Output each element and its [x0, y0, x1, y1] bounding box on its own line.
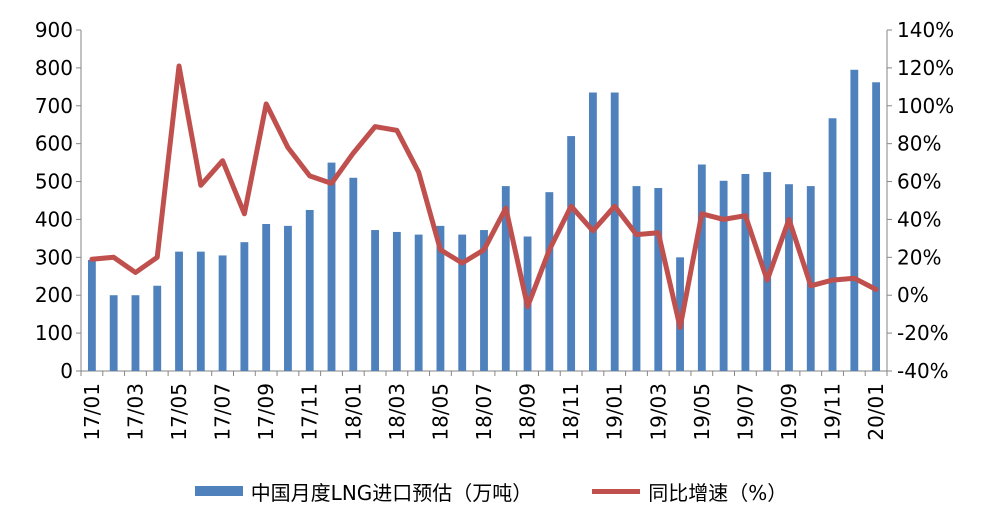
bar — [240, 242, 249, 371]
bar — [175, 251, 183, 371]
chart-canvas: 0 100 200 300 400 500 600 700 800 900 -40% -20% 0% 20… — [35, 18, 954, 441]
legend-item-line: 同比增速（%） — [592, 477, 787, 506]
x-tick-label: 18/11 — [559, 383, 583, 441]
x-tick-label: 17/09 — [254, 383, 278, 441]
bar — [327, 162, 336, 371]
bar — [697, 164, 706, 371]
legend-label-bar: 中国月度LNG进口预估（万吨） — [250, 480, 533, 505]
x-tick-label: 17/07 — [211, 383, 235, 441]
y-right-tick-label: 40% — [897, 207, 941, 231]
y-right-tick-label: 0% — [897, 283, 929, 307]
bar — [131, 295, 140, 371]
bar — [719, 180, 728, 371]
legend-label-line: 同比增速（%） — [648, 480, 788, 505]
x-tick-label: 18/07 — [472, 383, 496, 441]
bar — [763, 172, 772, 371]
x-tick-label: 19/05 — [690, 383, 714, 441]
x-tick-label: 19/03 — [646, 383, 670, 441]
bar — [284, 225, 292, 371]
x-tick-label: 19/11 — [821, 383, 845, 441]
bar — [850, 69, 859, 372]
bar — [654, 187, 663, 371]
bar — [109, 295, 118, 371]
bar — [676, 257, 684, 371]
y-left-tick-label: 700 — [35, 94, 73, 118]
x-tick-label: 18/03 — [385, 383, 409, 441]
y-right-tick-label: -40% — [897, 359, 949, 383]
y-right-tick-label: 60% — [897, 170, 941, 194]
bar — [392, 231, 401, 371]
y-right-tick-label: 20% — [897, 245, 941, 269]
bar — [153, 285, 162, 371]
bar — [371, 230, 380, 371]
bar — [567, 136, 576, 371]
y-right-tick-label: -20% — [897, 321, 949, 345]
y-right-tick-label: 80% — [897, 132, 941, 156]
bar — [305, 209, 314, 371]
bar — [828, 118, 837, 371]
y-left-tick-label: 400 — [35, 207, 73, 231]
x-tick-label: 17/05 — [167, 383, 191, 441]
bar — [262, 223, 271, 371]
x-tick-label: 19/01 — [603, 383, 627, 441]
bar — [480, 230, 488, 371]
x-tick-label: 17/01 — [80, 383, 104, 441]
bar — [218, 255, 227, 371]
y-right-tick-label: 140% — [897, 18, 954, 42]
bar — [196, 251, 205, 371]
x-tick-label: 20/01 — [864, 383, 888, 441]
bar — [349, 177, 358, 371]
bar — [872, 82, 881, 371]
y-left-tick-label: 500 — [35, 170, 73, 194]
bar — [632, 186, 641, 371]
y-left-tick-label: 600 — [35, 132, 73, 156]
x-tick-label: 18/01 — [341, 383, 365, 441]
bar — [785, 184, 793, 371]
bar — [436, 225, 445, 371]
y-left-tick-label: 200 — [35, 283, 73, 307]
y-left-tick-label: 300 — [35, 245, 73, 269]
x-tick-label: 17/11 — [298, 383, 322, 441]
bar — [87, 259, 96, 371]
x-tick-label: 18/05 — [428, 383, 452, 441]
legend-swatch-bar — [194, 486, 243, 496]
bar — [458, 234, 467, 371]
x-tick-label: 19/07 — [733, 383, 757, 441]
legend: 中国月度LNG进口预估（万吨） 同比增速（%） — [0, 476, 982, 506]
bar — [545, 192, 554, 371]
y-left-tick-label: 0 — [60, 359, 73, 383]
y-left-tick-label: 100 — [35, 321, 73, 345]
x-tick-label: 18/09 — [516, 383, 540, 441]
bar — [501, 186, 510, 371]
x-tick-label: 17/03 — [124, 383, 148, 441]
y-right-tick-label: 100% — [897, 94, 954, 118]
y-left-tick-label: 800 — [35, 56, 73, 80]
bar — [741, 173, 750, 371]
legend-swatch-line — [592, 488, 641, 494]
y-right-tick-label: 120% — [897, 56, 954, 80]
bar — [414, 234, 423, 371]
legend-item-bar: 中国月度LNG进口预估（万吨） — [194, 477, 533, 506]
x-tick-label: 19/09 — [777, 383, 801, 441]
y-left-tick-label: 900 — [35, 18, 73, 42]
series-line — [89, 63, 879, 330]
bar — [610, 92, 619, 372]
